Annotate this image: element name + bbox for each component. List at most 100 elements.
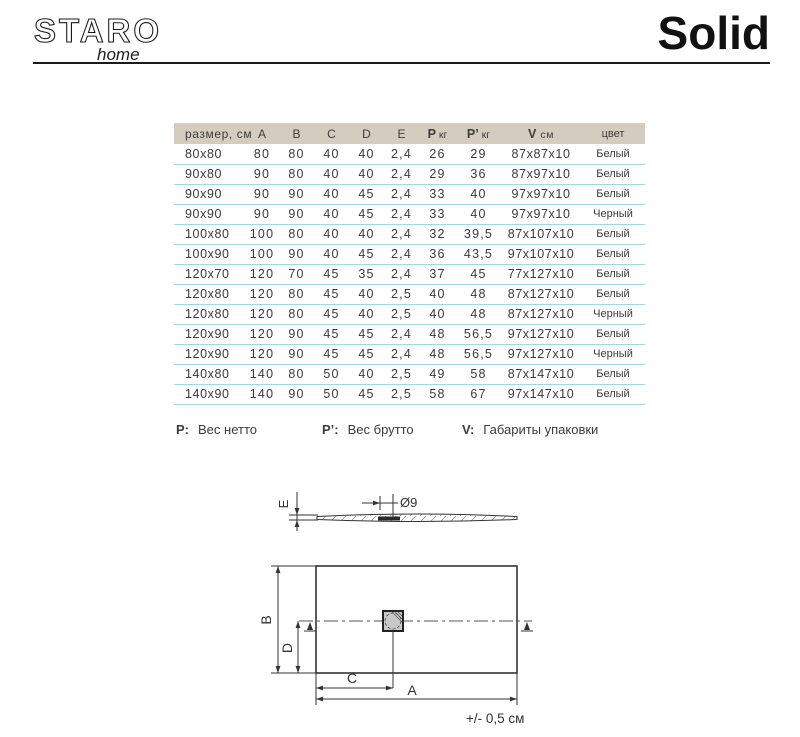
table-row: 90x90 90 90 40 45 2,4 33 40 97x97x10 Черный [174, 204, 645, 224]
table-row: 100x90 100 90 40 45 2,4 36 43,5 97x107x10 Белый [174, 244, 645, 264]
cell-p: 58 [429, 387, 446, 401]
table-row: 90x90 90 90 40 45 2,4 33 40 97x97x10 Белый [174, 184, 645, 204]
cell-v: 97x147x10 [507, 387, 575, 401]
cell-color: Белый [596, 388, 630, 400]
cell-v: 97x127x10 [507, 347, 575, 361]
cell-d: 45 [358, 247, 375, 261]
cell-v: 87x147x10 [507, 367, 575, 381]
centerline-markers [304, 622, 533, 632]
dimension-b [275, 566, 281, 673]
cell-d: 40 [358, 227, 375, 241]
brand-logo-graphic: STARO home [33, 11, 159, 64]
column-header-e: E [384, 123, 419, 144]
page-title: Solid [657, 7, 770, 59]
cell-a: 120 [249, 327, 275, 341]
column-header-p2: P’ кг [456, 123, 501, 144]
dimension-e-label: E [276, 499, 291, 508]
cell-c: 45 [323, 267, 340, 281]
legend-text: Габариты упаковки [483, 422, 599, 437]
table-row: 120x80 120 80 45 40 2,5 40 48 87x127x10 Черный [174, 304, 645, 324]
cell-a: 120 [249, 267, 275, 281]
dimension-d [295, 621, 301, 673]
cell-p2: 48 [470, 287, 487, 301]
cell-b: 80 [288, 146, 305, 161]
cell-b: 80 [288, 167, 305, 181]
cell-e: 2,4 [391, 207, 412, 221]
table-row: 140x80 140 80 50 40 2,5 49 58 87x147x10 Белый [174, 364, 645, 384]
cell-b: 90 [288, 387, 305, 401]
cell-size: 120x80 [185, 287, 230, 301]
technical-drawing: Ø9 E [258, 492, 533, 726]
cell-v: 87x87x10 [511, 146, 571, 161]
cell-e: 2,5 [391, 387, 412, 401]
side-view: Ø9 E [276, 492, 518, 531]
cell-p: 40 [429, 287, 446, 301]
cell-d: 40 [358, 367, 375, 381]
cell-b: 80 [288, 227, 305, 241]
cell-e: 2,5 [391, 307, 412, 321]
spec-table-body: 80x80 80 80 40 40 2,4 26 29 87x87x10 Белый 90x80 90… [174, 144, 645, 404]
column-header-d: D [349, 123, 384, 144]
cell-b: 80 [288, 307, 305, 321]
extension-lines [271, 565, 518, 705]
cell-b: 80 [288, 287, 305, 301]
cell-a: 140 [249, 387, 275, 401]
column-header-v: V см [501, 123, 581, 144]
cell-color: Белый [596, 248, 630, 260]
cell-v: 87x107x10 [507, 227, 575, 241]
legend: P: Вес нетто P’: Вес брутто V: Габариты упако… [174, 422, 640, 442]
cell-c: 40 [323, 247, 340, 261]
cell-p2: 56,5 [463, 347, 494, 361]
table-row: 120x90 120 90 45 45 2,4 48 56,5 97x127x10 Черный [174, 344, 645, 364]
dimension-c [316, 685, 393, 691]
table-row: 120x90 120 90 45 45 2,4 48 56,5 97x127x10 Белый [174, 324, 645, 344]
cell-b: 90 [288, 207, 305, 221]
cell-p2: 67 [470, 387, 487, 401]
legend-item: P: Вес нетто [176, 422, 257, 437]
cell-p2: 56,5 [463, 327, 494, 341]
legend-item: V: Габариты упаковки [462, 422, 598, 437]
column-header-p: P кг [419, 123, 456, 144]
dimension-drain [362, 494, 398, 518]
cell-c: 45 [323, 307, 340, 321]
cell-a: 90 [253, 207, 271, 221]
cell-v: 77x127x10 [507, 267, 575, 281]
cell-size: 120x90 [185, 347, 230, 361]
cell-e: 2,4 [391, 347, 412, 361]
drain-square [382, 610, 404, 632]
cell-p: 48 [429, 327, 446, 341]
legend-key: P’: [322, 422, 339, 437]
cell-color: Черный [593, 208, 633, 220]
cell-a: 100 [249, 247, 275, 261]
cell-a: 120 [249, 287, 275, 301]
cell-d: 40 [358, 146, 375, 161]
column-header-c: C [314, 123, 349, 144]
cell-size: 120x70 [185, 267, 230, 281]
cell-a: 140 [249, 367, 275, 381]
cell-p2: 48 [470, 307, 487, 321]
cell-p: 49 [429, 367, 446, 381]
cell-color: Черный [593, 308, 633, 320]
cell-p: 32 [429, 227, 446, 241]
cell-color: Белый [596, 168, 630, 180]
cell-e: 2,5 [391, 287, 412, 301]
cell-p: 29 [429, 167, 446, 181]
cell-p2: 39,5 [463, 227, 494, 241]
cell-v: 87x127x10 [507, 307, 575, 321]
table-row: 100x80 100 80 40 40 2,4 32 39,5 87x107x10 Белый [174, 224, 645, 244]
cell-c: 40 [323, 207, 340, 221]
cell-c: 50 [323, 387, 340, 401]
cell-d: 40 [358, 307, 375, 321]
side-view-drain [378, 516, 400, 521]
cell-e: 2,4 [391, 167, 412, 181]
header-divider [33, 62, 770, 64]
cell-v: 97x97x10 [511, 207, 571, 221]
cell-p2: 45 [470, 267, 487, 281]
table-row: 120x70 120 70 45 35 2,4 37 45 77x127x10 Белый [174, 264, 645, 284]
column-header-a: A [245, 123, 279, 144]
cell-size: 140x80 [185, 367, 230, 381]
column-header-b: B [279, 123, 314, 144]
cell-p: 33 [429, 207, 446, 221]
cell-p: 37 [429, 267, 446, 281]
cell-c: 40 [323, 146, 340, 161]
